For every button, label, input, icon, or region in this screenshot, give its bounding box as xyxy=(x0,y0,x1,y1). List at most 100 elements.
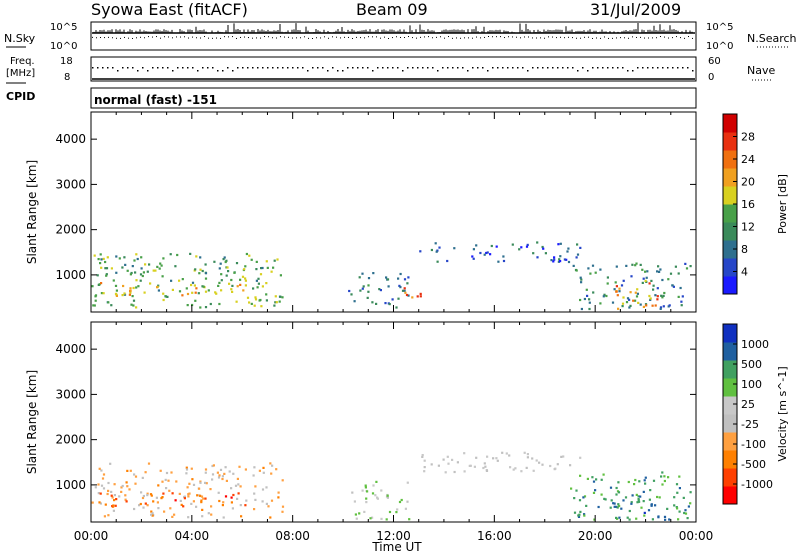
nsearch-dot xyxy=(540,37,541,39)
freq-dot xyxy=(412,67,414,69)
data-cell xyxy=(275,468,278,471)
freq-dot xyxy=(582,67,584,69)
data-cell xyxy=(399,272,402,276)
nsearch-dot xyxy=(528,36,529,38)
data-cell xyxy=(656,295,659,298)
freq-dot xyxy=(362,67,364,69)
data-cell xyxy=(437,464,440,467)
data-cell xyxy=(102,257,105,260)
nsearch-dot xyxy=(384,36,385,38)
nsearch-dot xyxy=(272,37,273,39)
y-tick-label: 2000 xyxy=(55,223,86,237)
data-cell xyxy=(451,458,454,461)
data-cell xyxy=(611,301,615,304)
freq-dot xyxy=(542,67,544,69)
nsearch-dot xyxy=(676,36,677,38)
data-cell xyxy=(259,273,263,276)
data-cell xyxy=(253,304,256,307)
data-cell xyxy=(661,483,664,486)
data-cell xyxy=(204,468,208,471)
data-cell xyxy=(364,486,367,489)
data-cell xyxy=(580,278,583,281)
panel-frame xyxy=(90,321,697,523)
freq-dot xyxy=(662,67,664,69)
data-cell xyxy=(227,270,230,273)
freq-dot xyxy=(432,67,434,69)
data-cell xyxy=(483,462,486,465)
data-cell xyxy=(549,464,552,468)
data-cell xyxy=(621,305,624,308)
data-cell xyxy=(169,253,172,256)
data-cell xyxy=(646,270,649,273)
data-cell xyxy=(277,491,280,494)
freq-dot xyxy=(247,67,249,69)
data-cell xyxy=(138,504,141,507)
freq-series xyxy=(92,67,695,80)
colorbar-segment xyxy=(723,360,737,379)
data-cell xyxy=(434,242,437,245)
data-cell xyxy=(644,303,648,306)
data-cell xyxy=(475,244,478,247)
data-cell xyxy=(385,518,388,521)
data-cell xyxy=(269,462,272,465)
data-cell xyxy=(580,281,583,284)
data-cell xyxy=(124,494,127,497)
data-cell xyxy=(123,293,127,296)
nsky-tick-bottom: 10^0 xyxy=(50,41,77,52)
data-cell xyxy=(361,272,364,275)
data-cell xyxy=(643,514,646,517)
y-axis-label: Slant Range [km] xyxy=(25,160,39,264)
data-cell xyxy=(147,462,151,465)
data-cell xyxy=(585,288,588,291)
nave-tick-bottom: 0 xyxy=(708,72,714,83)
nsearch-dot xyxy=(168,36,169,38)
freq-dot xyxy=(122,67,124,69)
data-cell xyxy=(248,254,251,257)
data-cell xyxy=(129,289,132,292)
data-cell xyxy=(353,300,356,303)
data-cell xyxy=(576,243,579,246)
data-cell xyxy=(361,287,364,290)
nsearch-dot xyxy=(164,36,165,38)
nsearch-dot xyxy=(476,36,477,38)
data-cell xyxy=(496,459,499,462)
data-cell xyxy=(199,268,202,271)
data-cell xyxy=(583,513,586,516)
data-cell xyxy=(362,285,365,288)
freq-dot xyxy=(547,67,549,69)
nsearch-dot xyxy=(600,37,601,39)
data-cell xyxy=(579,246,582,249)
data-cell xyxy=(141,476,144,479)
data-cell xyxy=(255,279,258,282)
data-cell xyxy=(162,298,165,302)
data-cell xyxy=(463,470,466,473)
data-cell xyxy=(161,496,164,499)
data-cell xyxy=(654,294,657,297)
data-cell xyxy=(139,279,142,282)
data-cell xyxy=(634,478,637,482)
nsearch-dot xyxy=(140,36,141,38)
data-cell xyxy=(583,297,586,301)
freq-dot xyxy=(177,67,179,69)
nsearch-dot xyxy=(332,36,333,38)
data-cell xyxy=(194,268,197,271)
nsearch-dot xyxy=(536,37,537,39)
nsearch-dot xyxy=(128,37,129,39)
data-cell xyxy=(406,500,409,503)
freq-dot xyxy=(272,67,274,69)
data-cell xyxy=(501,451,504,454)
colorbar-tick-label: 12 xyxy=(741,221,755,234)
data-cell xyxy=(600,493,603,496)
data-cell xyxy=(603,293,606,296)
data-cell xyxy=(113,483,116,486)
freq-dot xyxy=(377,67,379,69)
data-cell xyxy=(615,290,618,293)
y-tick-label: 2000 xyxy=(55,433,86,447)
freq-dot xyxy=(392,67,394,69)
data-cell xyxy=(367,290,370,293)
data-cell xyxy=(202,285,205,288)
data-cell xyxy=(267,505,270,508)
data-cell xyxy=(100,469,103,472)
data-cell xyxy=(266,266,269,269)
nsearch-dot xyxy=(372,36,373,38)
